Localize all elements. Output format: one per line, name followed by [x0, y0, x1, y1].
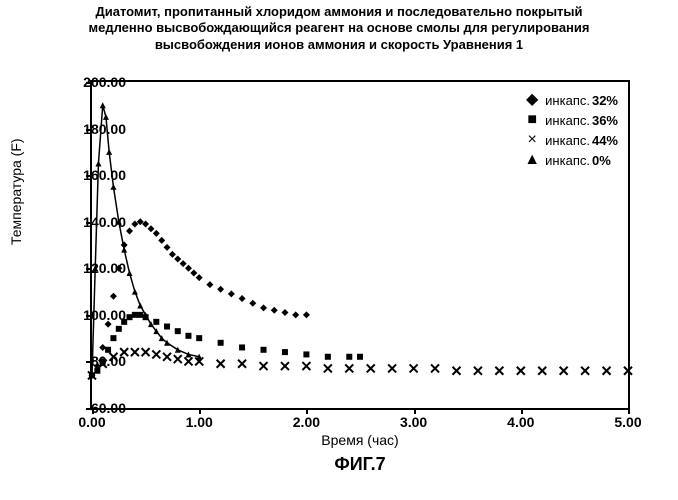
x-tick-label: 4.00 — [501, 414, 541, 430]
legend-item: ×инкапс. 44% — [523, 130, 618, 150]
x-icon: × — [523, 131, 541, 149]
diamond-icon: ◆ — [523, 91, 541, 109]
x-tick-label: 2.00 — [286, 414, 326, 430]
figure-label: ФИГ.7 — [90, 454, 630, 475]
x-tick-label: 0.00 — [72, 414, 112, 430]
triangle-icon: ▲ — [523, 151, 541, 169]
x-axis-label: Время (час) — [90, 432, 630, 448]
x-tick-label: 1.00 — [179, 414, 219, 430]
square-icon: ■ — [523, 111, 541, 129]
y-tick-label: 180.00 — [66, 121, 126, 137]
y-tick-label: 120.00 — [66, 260, 126, 276]
plot-area: ◆инкапс. 32%■инкапс. 36%×инкапс. 44%▲инк… — [90, 80, 630, 410]
legend-item: ◆инкапс. 32% — [523, 90, 618, 110]
legend-item: ■инкапс. 36% — [523, 110, 618, 130]
y-tick-label: 80.00 — [66, 353, 126, 369]
y-axis-label: Температура (F) — [8, 138, 24, 245]
x-tick-label: 3.00 — [394, 414, 434, 430]
y-tick-label: 160.00 — [66, 167, 126, 183]
y-tick-label: 200.00 — [66, 74, 126, 90]
chart-title: Диатомит, пропитанный хлоридом аммония и… — [0, 4, 678, 53]
y-tick-label: 140.00 — [66, 214, 126, 230]
legend: ◆инкапс. 32%■инкапс. 36%×инкапс. 44%▲инк… — [523, 90, 618, 170]
y-tick-label: 100.00 — [66, 307, 126, 323]
legend-item: ▲инкапс. 0% — [523, 150, 618, 170]
x-tick-label: 5.00 — [608, 414, 648, 430]
